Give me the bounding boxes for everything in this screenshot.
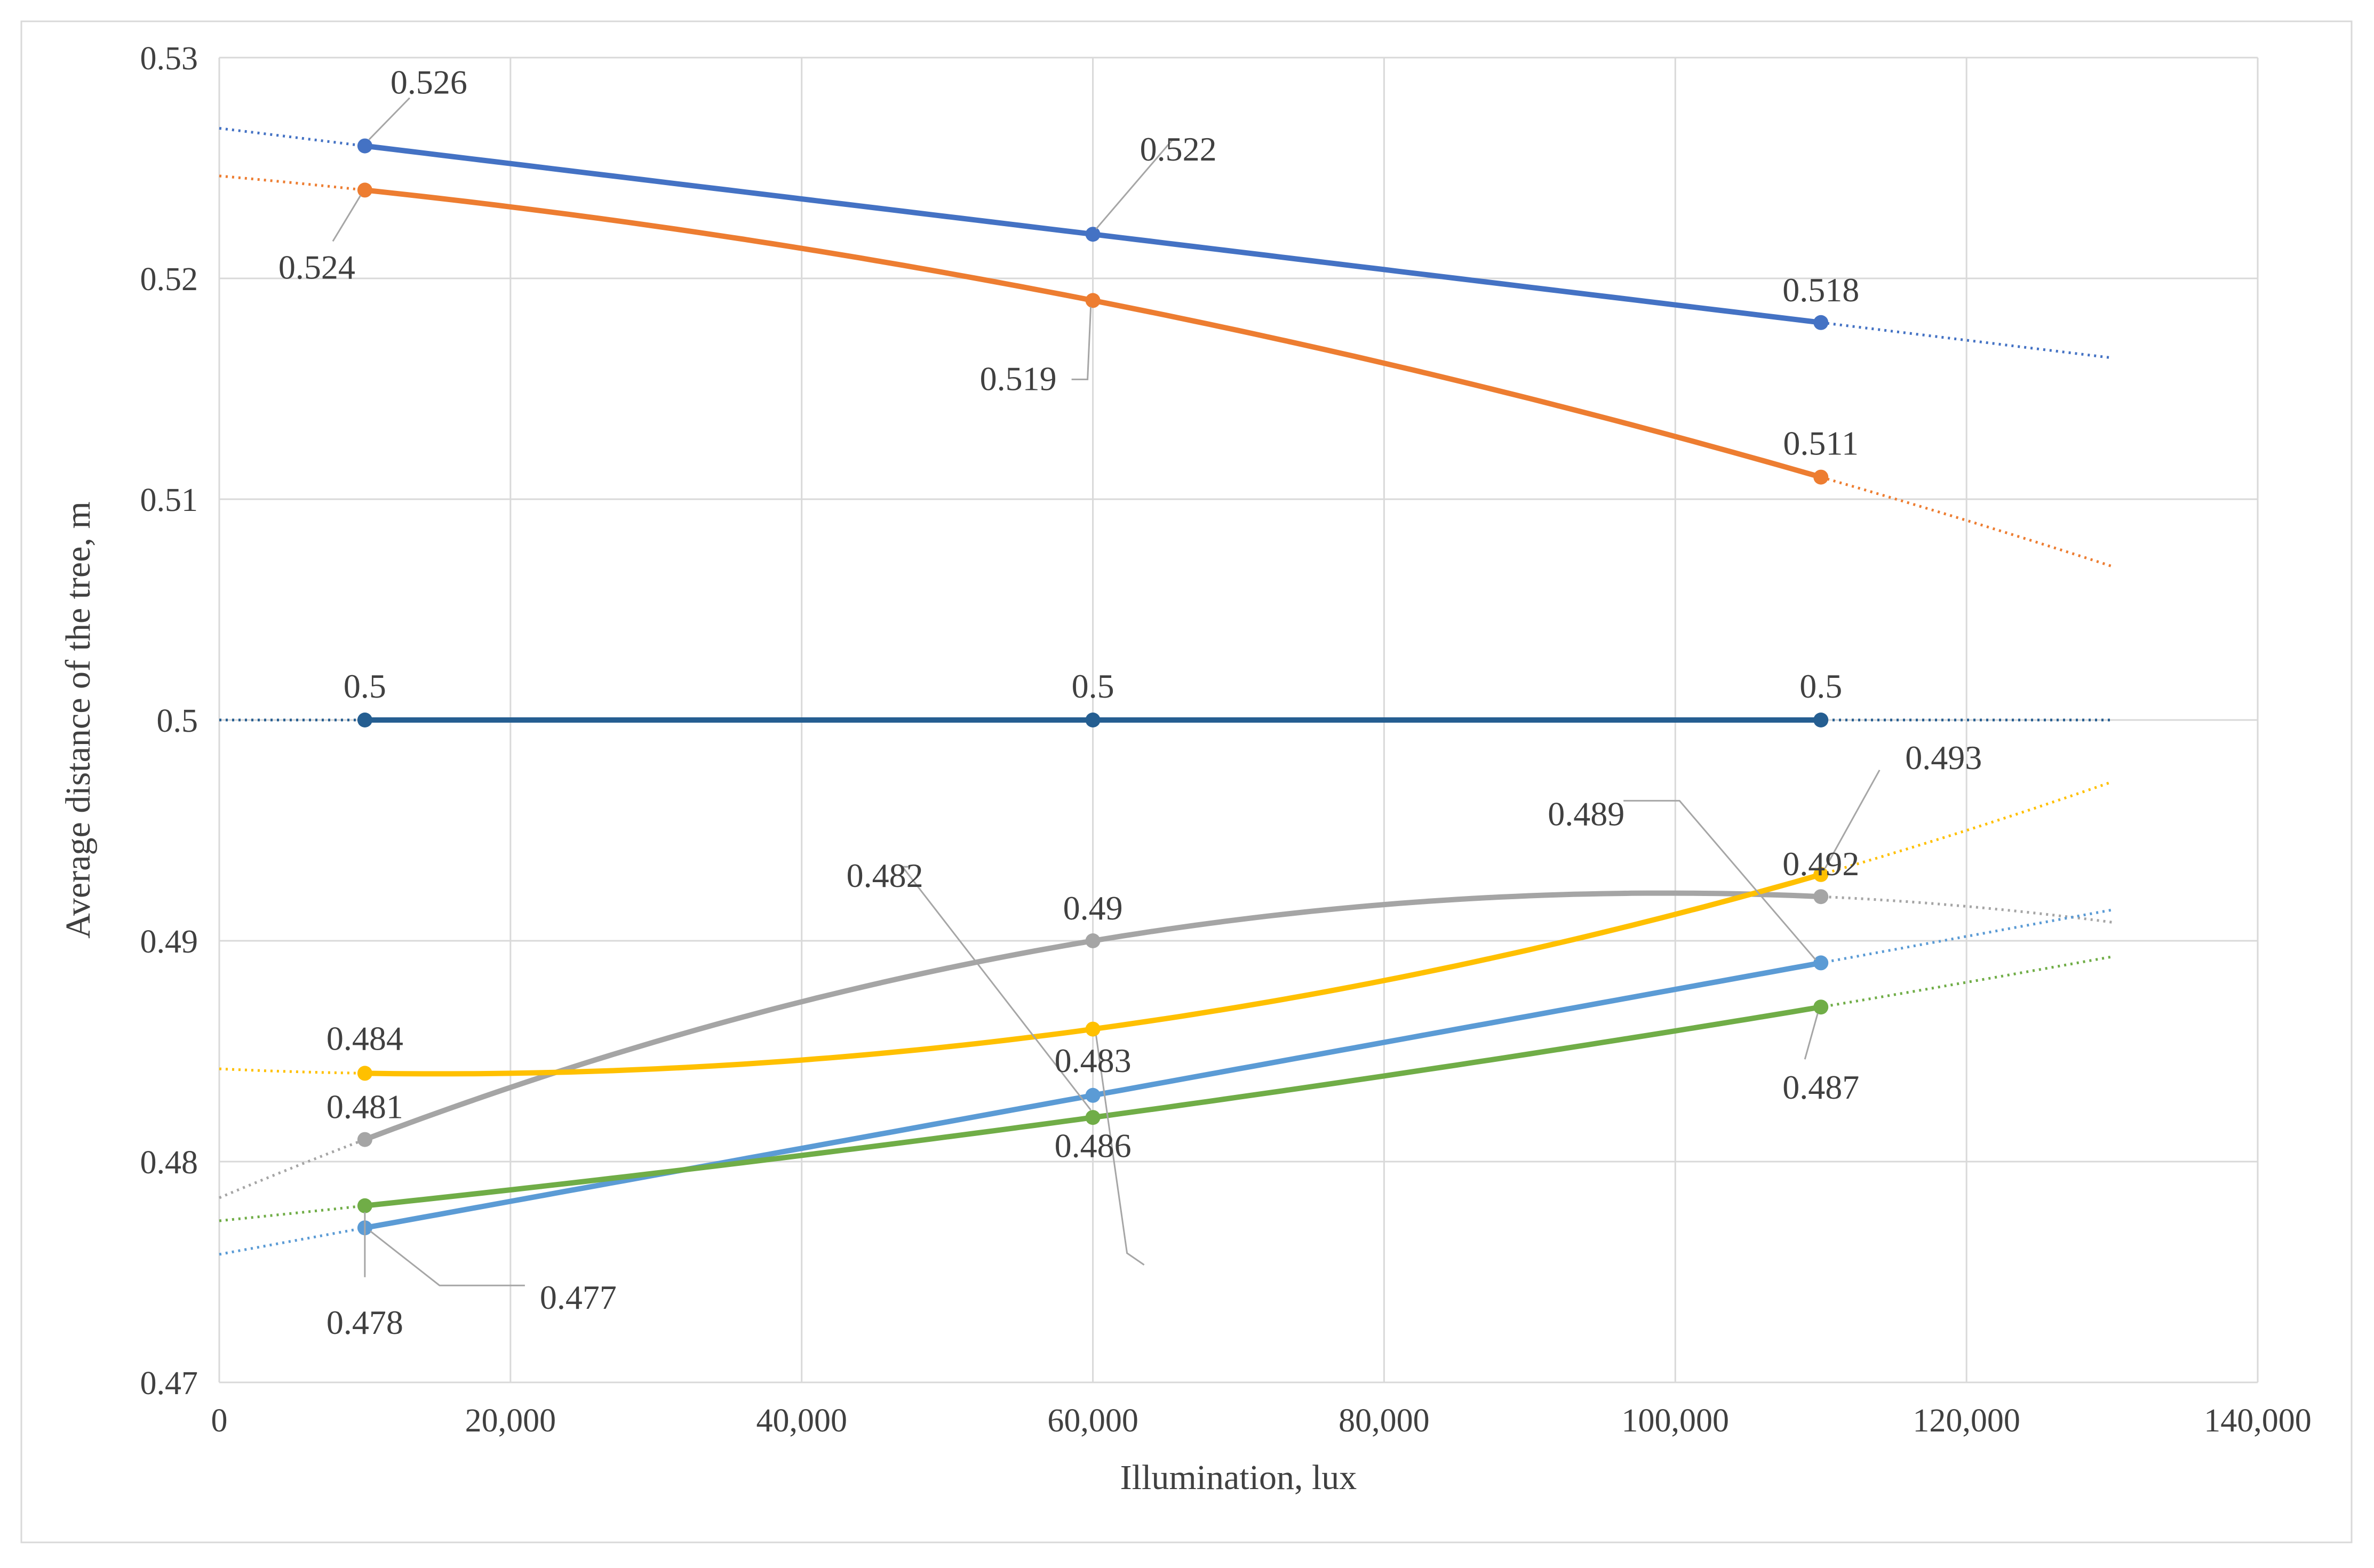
x-tick-label: 120,000 <box>1913 1403 2020 1439</box>
series-gray-point <box>357 1132 372 1147</box>
series-yellow-data-label: 0.484 <box>326 1019 403 1057</box>
x-tick-label: 40,000 <box>756 1403 847 1439</box>
series-darkblue-data-label: 0.5 <box>1799 667 1842 705</box>
series-lightblue-point <box>1085 1087 1101 1103</box>
y-tick-label: 0.52 <box>140 261 198 298</box>
series-green-data-label: 0.487 <box>1782 1068 1859 1106</box>
series-yellow-point <box>1085 1021 1101 1037</box>
series-yellow-data-label: 0.493 <box>1905 739 1982 777</box>
series-yellow-leader-line <box>1824 770 1881 869</box>
series-blue-data-label: 0.526 <box>391 63 467 101</box>
series-green-point <box>1085 1110 1101 1125</box>
series-darkblue-point <box>1813 713 1829 727</box>
series-orange-data-label: 0.519 <box>980 359 1057 397</box>
series-orange-leader-line <box>1071 307 1092 380</box>
series-darkblue-point <box>1085 713 1101 727</box>
series-yellow-leader-line <box>1095 1035 1145 1266</box>
series-gray-point <box>1813 889 1829 905</box>
series-lightblue-data-label: 0.483 <box>1055 1042 1132 1079</box>
series-blue-data-label: 0.522 <box>1140 130 1217 168</box>
series-blue-point <box>357 138 372 154</box>
series-gray-point <box>1085 933 1101 948</box>
series-darkblue-data-label: 0.5 <box>1072 667 1114 705</box>
series-blue-point <box>1085 227 1101 242</box>
series-green-data-label: 0.482 <box>847 857 923 894</box>
series-gray-trendline <box>219 892 2113 1199</box>
series-yellow-data-label: 0.486 <box>1055 1127 1132 1165</box>
x-tick-label: 0 <box>211 1403 228 1439</box>
series-darkblue-point <box>357 713 372 727</box>
y-tick-label: 0.51 <box>140 482 198 518</box>
chart-border <box>20 20 2353 1543</box>
series-gray-data-label: 0.49 <box>1063 889 1123 927</box>
series-blue-leader-line <box>368 97 410 140</box>
series-darkblue-data-label: 0.5 <box>344 667 386 705</box>
series-gray-data-label: 0.492 <box>1782 845 1859 883</box>
series-green-leader-line <box>1804 1013 1819 1060</box>
series-orange-leader-line <box>332 195 362 242</box>
x-tick-label: 80,000 <box>1339 1403 1430 1439</box>
series-blue-data-label: 0.518 <box>1782 271 1859 309</box>
y-tick-label: 0.53 <box>140 41 198 77</box>
series-lightblue-leader-line <box>369 1230 525 1286</box>
series-yellow-point <box>357 1066 372 1081</box>
x-tick-label: 100,000 <box>1622 1403 1730 1439</box>
y-axis-title: Average distance of the tree, m <box>59 501 98 939</box>
series-green-leader-line <box>901 866 1092 1111</box>
series-lightblue-data-label: 0.489 <box>1548 795 1624 833</box>
series-lightblue-data-label: 0.477 <box>540 1278 617 1316</box>
series-green-point <box>357 1198 372 1213</box>
x-axis-title: Illumination, lux <box>1120 1458 1357 1497</box>
series-yellow-point <box>1813 867 1829 882</box>
series-orange-data-label: 0.524 <box>278 248 355 286</box>
series-orange-point <box>357 182 372 198</box>
y-tick-label: 0.49 <box>140 924 198 960</box>
y-tick-label: 0.48 <box>140 1145 198 1181</box>
series-gray-data-label: 0.481 <box>326 1088 403 1126</box>
series-blue-point <box>1813 315 1829 330</box>
x-tick-label: 20,000 <box>465 1403 556 1439</box>
series-blue-leader-line <box>1095 139 1174 230</box>
x-tick-label: 60,000 <box>1047 1403 1138 1439</box>
series-green-data-label: 0.478 <box>326 1303 403 1341</box>
series-lightblue-point <box>1813 955 1829 971</box>
series-orange-point <box>1085 293 1101 308</box>
series-green-point <box>1813 999 1829 1015</box>
x-tick-label: 140,000 <box>2204 1403 2312 1439</box>
series-orange-trendline <box>219 174 2113 568</box>
series-orange-data-label: 0.511 <box>1783 425 1859 462</box>
y-tick-label: 0.5 <box>157 703 198 739</box>
series-orange-point <box>1813 469 1829 485</box>
y-tick-label: 0.47 <box>140 1365 198 1402</box>
series-lightblue-leader-line <box>1623 799 1817 961</box>
